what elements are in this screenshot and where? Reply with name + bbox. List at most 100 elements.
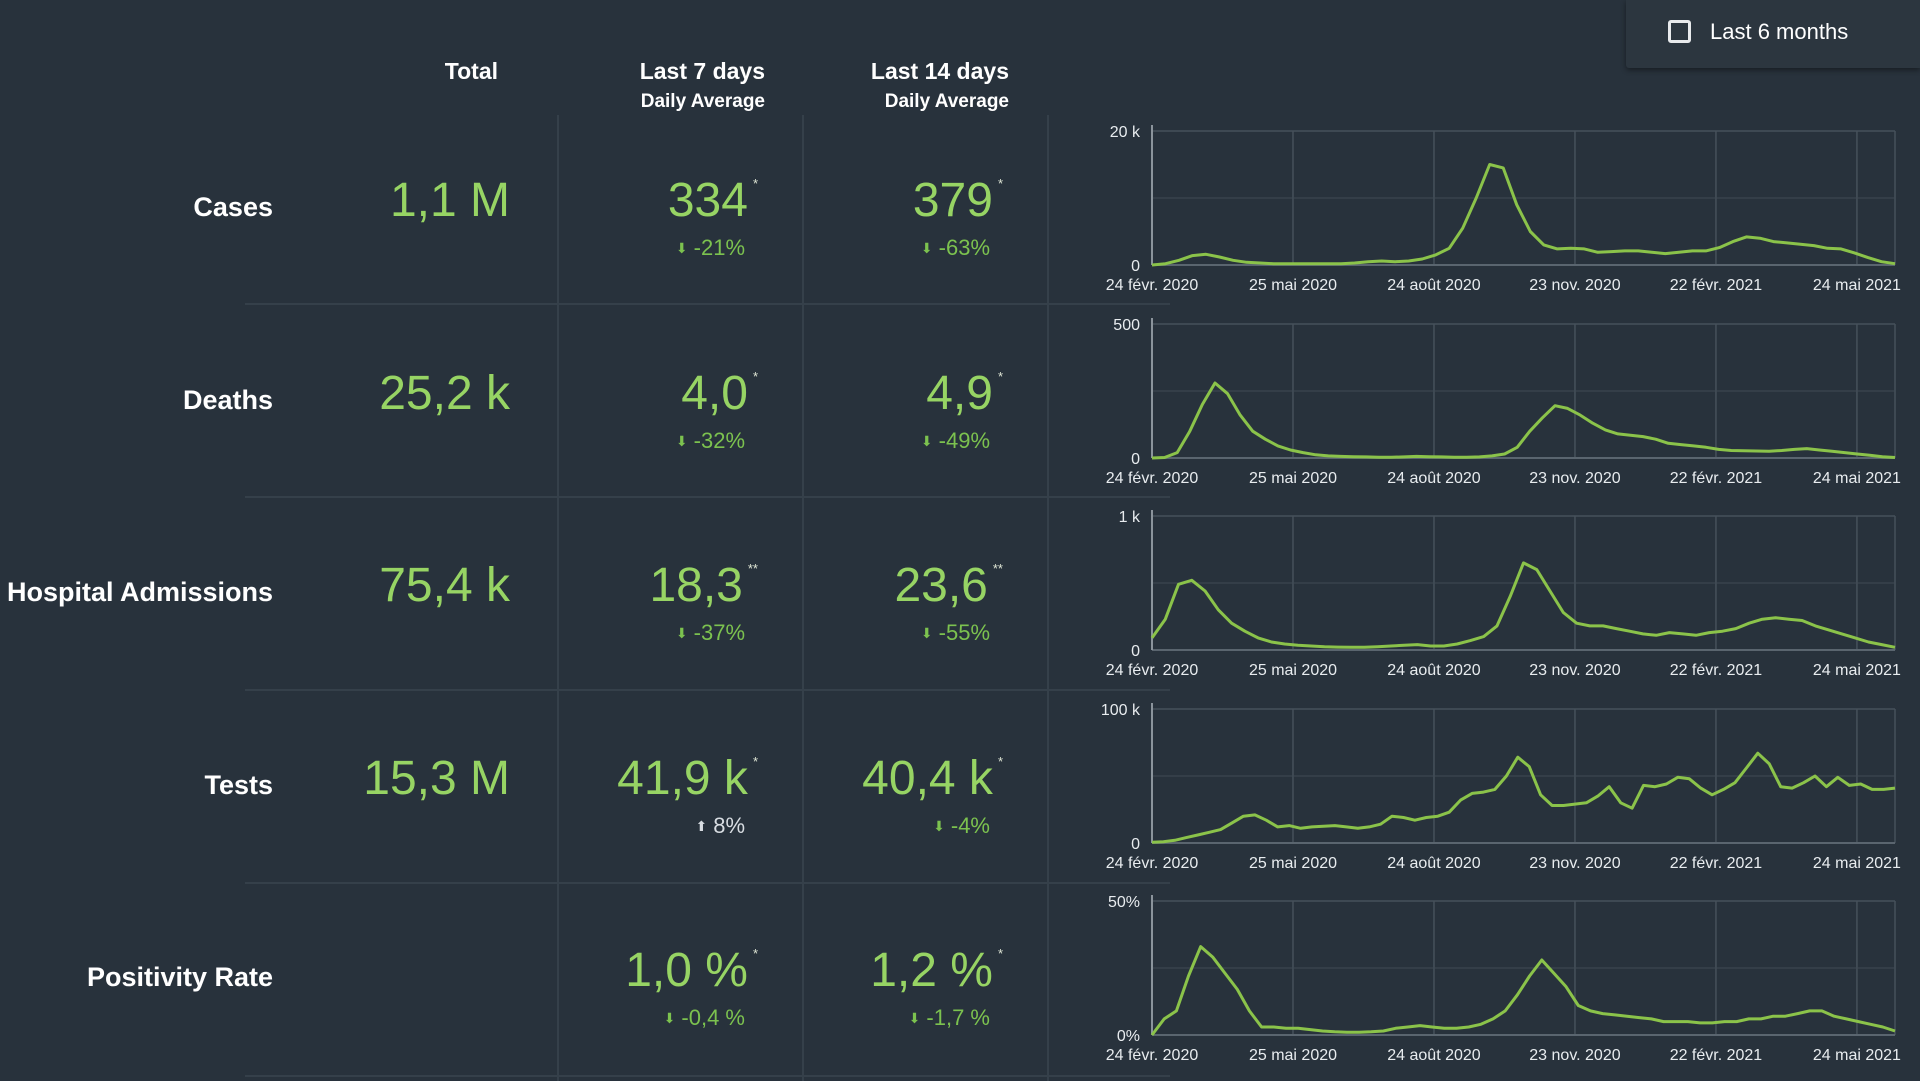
last14-change: ⬇ -1,7 % xyxy=(909,1005,990,1031)
y-tick-label: 0 xyxy=(1131,451,1140,468)
header-last7-sub: Daily Average xyxy=(640,91,765,112)
last7-footnote-mark: * xyxy=(752,753,758,769)
row-divider xyxy=(245,882,1170,884)
last7-number: 4,0 xyxy=(681,366,748,420)
x-tick-label: 24 août 2020 xyxy=(1387,662,1481,679)
header-total-label: Total xyxy=(444,58,498,84)
header-last14-label: Last 14 days xyxy=(870,58,1009,84)
x-tick-label: 24 août 2020 xyxy=(1387,855,1481,872)
column-divider-3 xyxy=(1047,115,1049,1081)
last14-value: 23,6 ** xyxy=(894,558,1003,613)
last7-change: ⬆ 8% xyxy=(695,813,745,839)
last7-number: 334 xyxy=(667,174,748,227)
row-divider xyxy=(245,1075,1170,1077)
column-divider-1 xyxy=(557,115,559,1081)
x-tick-label: 24 août 2020 xyxy=(1387,277,1481,294)
trend-arrow-icon: ⬇ xyxy=(933,817,945,834)
header-last7-label: Last 7 days xyxy=(639,58,765,84)
x-tick-label: 24 mai 2021 xyxy=(1813,277,1901,294)
x-tick-label: 24 mai 2021 xyxy=(1813,1047,1901,1064)
metric-row: Positivity Rate 1,0 % * ⬇ -0,4 % 1,2 % * ⬇ -… xyxy=(0,881,1920,1073)
row-label: Tests xyxy=(204,769,273,800)
last14-value: 40,4 k * xyxy=(862,751,1003,806)
total-value: 15,3 M xyxy=(363,751,510,805)
trend-arrow-icon: ⬇ xyxy=(663,1010,676,1026)
y-tick-label: 50% xyxy=(1108,894,1140,911)
header-last14: Last 14 days Daily Average xyxy=(871,58,1009,113)
x-tick-label: 24 févr. 2020 xyxy=(1106,662,1199,679)
last14-change-text: -63% xyxy=(938,235,990,260)
x-tick-label: 24 mai 2021 xyxy=(1813,855,1901,872)
last14-change: ⬇ -63% xyxy=(921,235,990,261)
header-last14-sub: Daily Average xyxy=(884,91,1009,112)
last-6-months-label: Last 6 months xyxy=(1710,19,1849,44)
x-tick-label: 25 mai 2020 xyxy=(1249,1047,1337,1064)
metric-row: Tests 15,3 M 41,9 k * ⬆ 8% 40,4 k * ⬇ -4% 24… xyxy=(0,689,1920,881)
last14-change-text: -1,7 % xyxy=(926,1005,990,1030)
series-line xyxy=(1151,751,1896,844)
sparkline-chart: 24 févr. 2020 25 mai 2020 24 août 2020 23 n… xyxy=(1106,509,1901,679)
last7-value: 334 * xyxy=(668,173,758,228)
row-label: Cases xyxy=(193,192,273,222)
y-tick-label: 0 xyxy=(1131,258,1140,275)
x-tick-label: 22 févr. 2021 xyxy=(1670,470,1763,487)
column-divider-2 xyxy=(802,115,804,1081)
last7-number: 18,3 xyxy=(649,559,743,612)
x-tick-label: 25 mai 2020 xyxy=(1249,662,1337,679)
last14-footnote-mark: * xyxy=(997,753,1003,769)
x-tick-label: 24 févr. 2020 xyxy=(1106,470,1199,487)
x-tick-label: 22 févr. 2021 xyxy=(1670,1047,1763,1064)
last14-change-text: -55% xyxy=(938,620,990,645)
series-line xyxy=(1150,561,1896,649)
last7-change-text: -37% xyxy=(693,620,745,645)
last14-footnote-mark: * xyxy=(997,176,1003,191)
trend-arrow-icon: ⬇ xyxy=(920,625,933,641)
last14-footnote-mark: * xyxy=(997,946,1003,961)
sparkline-chart: 24 févr. 2020 25 mai 2020 24 août 2020 23 n… xyxy=(1106,894,1901,1064)
y-tick-label: 100 k xyxy=(1101,702,1141,719)
last7-value: 41,9 k * xyxy=(617,751,758,806)
x-tick-label: 23 nov. 2020 xyxy=(1529,470,1620,487)
trend-arrow-icon: ⬇ xyxy=(920,240,933,256)
x-tick-label: 24 mai 2021 xyxy=(1813,470,1901,487)
row-label: Hospital Admissions xyxy=(6,577,273,607)
last14-change: ⬇ -55% xyxy=(921,620,990,646)
last7-change: ⬇ -37% xyxy=(676,620,745,646)
last7-change-text: -21% xyxy=(693,235,745,260)
last14-number: 1,2 % xyxy=(870,944,993,997)
x-tick-label: 24 août 2020 xyxy=(1387,1047,1481,1064)
last14-change-text: -49% xyxy=(938,427,990,453)
row-label: Deaths xyxy=(182,384,273,415)
trend-arrow-icon: ⬇ xyxy=(908,1010,921,1026)
total-value: 75,4 k xyxy=(379,559,510,612)
last7-change-text: -0,4 % xyxy=(681,1005,745,1030)
last7-change-text: 8% xyxy=(713,812,745,838)
series-line xyxy=(1151,381,1896,459)
x-tick-label: 22 févr. 2021 xyxy=(1670,855,1763,872)
y-tick-label: 0 xyxy=(1131,836,1140,853)
series-line xyxy=(1150,945,1896,1036)
x-tick-label: 22 févr. 2021 xyxy=(1670,662,1763,679)
x-tick-label: 24 févr. 2020 xyxy=(1106,1047,1199,1064)
last14-footnote-mark: * xyxy=(997,368,1003,384)
metric-row: Deaths 25,2 k 4,0 * ⬇ -32% 4,9 * ⬇ -49% 24 f… xyxy=(0,304,1920,496)
total-value: 1,1 M xyxy=(389,174,510,227)
x-tick-label: 24 mai 2021 xyxy=(1813,662,1901,679)
last-6-months-checkbox[interactable] xyxy=(1668,20,1691,43)
sparkline-chart: 24 févr. 2020 25 mai 2020 24 août 2020 23 n… xyxy=(1106,124,1901,294)
sparkline-chart: 24 févr. 2020 25 mai 2020 24 août 2020 23 n… xyxy=(1101,702,1901,872)
last14-footnote-mark: ** xyxy=(992,561,1003,576)
last7-value: 18,3 ** xyxy=(649,558,758,613)
x-tick-label: 23 nov. 2020 xyxy=(1529,855,1620,872)
x-tick-label: 23 nov. 2020 xyxy=(1529,277,1620,294)
last-6-months-toggle[interactable]: Last 6 months xyxy=(1626,0,1920,68)
y-tick-label: 0% xyxy=(1117,1028,1140,1045)
trend-arrow-icon: ⬆ xyxy=(695,817,708,834)
last7-number: 41,9 k xyxy=(617,751,748,805)
last14-value: 379 * xyxy=(913,173,1003,228)
series-line xyxy=(1151,163,1896,267)
sparkline-chart: 24 févr. 2020 25 mai 2020 24 août 2020 23 n… xyxy=(1106,317,1901,487)
y-tick-label: 20 k xyxy=(1110,124,1141,141)
last7-number: 1,0 % xyxy=(625,944,748,997)
x-tick-label: 23 nov. 2020 xyxy=(1529,662,1620,679)
